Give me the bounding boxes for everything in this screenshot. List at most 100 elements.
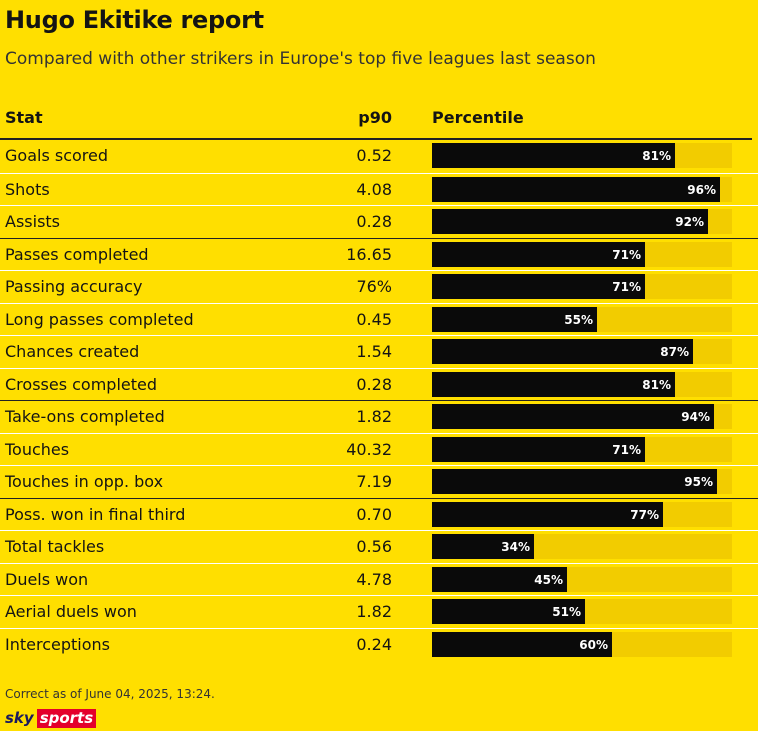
stat-label: Duels won	[5, 569, 89, 589]
percentile-bar: 96%	[432, 176, 720, 202]
percentile-track: 60%	[432, 631, 732, 657]
percentile-bar: 45%	[432, 566, 567, 592]
percentile-track: 71%	[432, 274, 732, 299]
percentile-track: 96%	[432, 176, 732, 202]
table-row: Interceptions 0.24 60%	[0, 627, 758, 661]
table-row: Assists 0.28 92%	[0, 205, 758, 238]
p90-value: 1.54	[356, 342, 392, 361]
p90-value: 0.70	[356, 504, 392, 524]
percentile-bar: 71%	[432, 436, 645, 462]
percentile-label: 71%	[612, 247, 641, 262]
chart-title: Hugo Ekitike report	[5, 6, 264, 34]
percentile-label: 81%	[642, 377, 671, 392]
percentile-track: 94%	[432, 404, 732, 429]
percentile-bar: 71%	[432, 241, 645, 267]
timestamp-note: Correct as of June 04, 2025, 13:24.	[5, 687, 215, 701]
header-divider	[0, 138, 752, 140]
p90-value: 0.52	[356, 146, 392, 165]
header-percentile: Percentile	[432, 108, 524, 127]
p90-value: 0.56	[356, 537, 392, 556]
percentile-bar: 81%	[432, 143, 675, 168]
percentile-track: 92%	[432, 209, 732, 234]
stat-label: Crosses completed	[5, 374, 158, 394]
table-row: Goals scored 0.52 81%	[0, 140, 758, 173]
percentile-label: 77%	[630, 507, 659, 522]
percentile-label: 51%	[552, 605, 581, 619]
percentile-track: 34%	[432, 534, 732, 559]
stat-label: Passes completed	[5, 244, 149, 264]
stat-label: Chances created	[5, 342, 140, 361]
p90-value: 0.24	[356, 634, 392, 654]
percentile-label: 71%	[612, 442, 641, 457]
stat-label: Touches	[5, 439, 70, 459]
stat-label: Shots	[5, 179, 50, 199]
percentile-track: 55%	[432, 306, 732, 332]
p90-value: 0.28	[356, 374, 392, 394]
percentile-label: 55%	[564, 312, 593, 327]
percentile-label: 87%	[660, 345, 689, 359]
p90-value: 4.78	[356, 569, 392, 589]
percentile-label: 81%	[642, 149, 671, 163]
table-row: Touches 40.32 71%	[0, 432, 758, 466]
percentile-label: 45%	[534, 572, 563, 587]
stat-label: Aerial duels won	[5, 602, 137, 621]
percentile-bar: 92%	[432, 209, 708, 234]
percentile-track: 45%	[432, 566, 732, 592]
percentile-label: 60%	[579, 637, 608, 652]
percentile-label: 96%	[687, 182, 716, 197]
stat-label: Long passes completed	[5, 309, 194, 329]
percentile-label: 34%	[501, 540, 530, 554]
table-row: Shots 4.08 96%	[0, 172, 758, 206]
p90-value: 1.82	[356, 407, 392, 426]
table-row: Passing accuracy 76% 71%	[0, 270, 758, 303]
stat-label: Passing accuracy	[5, 277, 143, 296]
percentile-bar: 95%	[432, 469, 717, 494]
stat-label: Interceptions	[5, 634, 110, 654]
p90-value: 0.28	[356, 212, 392, 231]
table-row: Aerial duels won 1.82 51%	[0, 595, 758, 628]
table-row: Crosses completed 0.28 81%	[0, 367, 758, 401]
stat-label: Poss. won in final third	[5, 504, 186, 524]
stat-label: Goals scored	[5, 146, 109, 165]
table-row: Duels won 4.78 45%	[0, 562, 758, 596]
p90-value: 76%	[356, 277, 392, 296]
percentile-label: 71%	[612, 280, 641, 294]
p90-value: 40.32	[346, 439, 392, 459]
percentile-bar: 81%	[432, 371, 675, 397]
p90-value: 4.08	[356, 179, 392, 199]
percentile-track: 77%	[432, 501, 732, 527]
table-row: Poss. won in final third 0.70 77%	[0, 497, 758, 531]
percentile-label: 92%	[675, 215, 704, 229]
percentile-track: 81%	[432, 143, 732, 168]
percentile-track: 71%	[432, 436, 732, 462]
percentile-bar: 77%	[432, 501, 663, 527]
percentile-bar: 51%	[432, 599, 585, 624]
p90-value: 1.82	[356, 602, 392, 621]
stat-label: Assists	[5, 212, 61, 231]
table-row: Touches in opp. box 7.19 95%	[0, 465, 758, 498]
percentile-track: 51%	[432, 599, 732, 624]
percentile-track: 87%	[432, 339, 732, 364]
p90-value: 0.45	[356, 309, 392, 329]
table-row: Long passes completed 0.45 55%	[0, 302, 758, 336]
header-p90: p90	[358, 108, 392, 127]
percentile-track: 95%	[432, 469, 732, 494]
stat-rows: Goals scored 0.52 81% Shots 4.08 96% Assists 0.…	[0, 140, 758, 660]
logo-sky-text: sky	[5, 709, 34, 727]
percentile-track: 81%	[432, 371, 732, 397]
percentile-bar: 60%	[432, 631, 612, 657]
percentile-track: 71%	[432, 241, 732, 267]
table-row: Take-ons completed 1.82 94%	[0, 400, 758, 433]
percentile-bar: 87%	[432, 339, 693, 364]
stat-label: Touches in opp. box	[5, 472, 164, 491]
stat-label: Total tackles	[5, 537, 105, 556]
table-row: Passes completed 16.65 71%	[0, 237, 758, 271]
p90-value: 7.19	[356, 472, 392, 491]
table-row: Chances created 1.54 87%	[0, 335, 758, 368]
table-row: Total tackles 0.56 34%	[0, 530, 758, 563]
percentile-label: 95%	[684, 475, 713, 489]
p90-value: 16.65	[346, 244, 392, 264]
percentile-bar: 71%	[432, 274, 645, 299]
percentile-bar: 55%	[432, 306, 597, 332]
percentile-bar: 34%	[432, 534, 534, 559]
